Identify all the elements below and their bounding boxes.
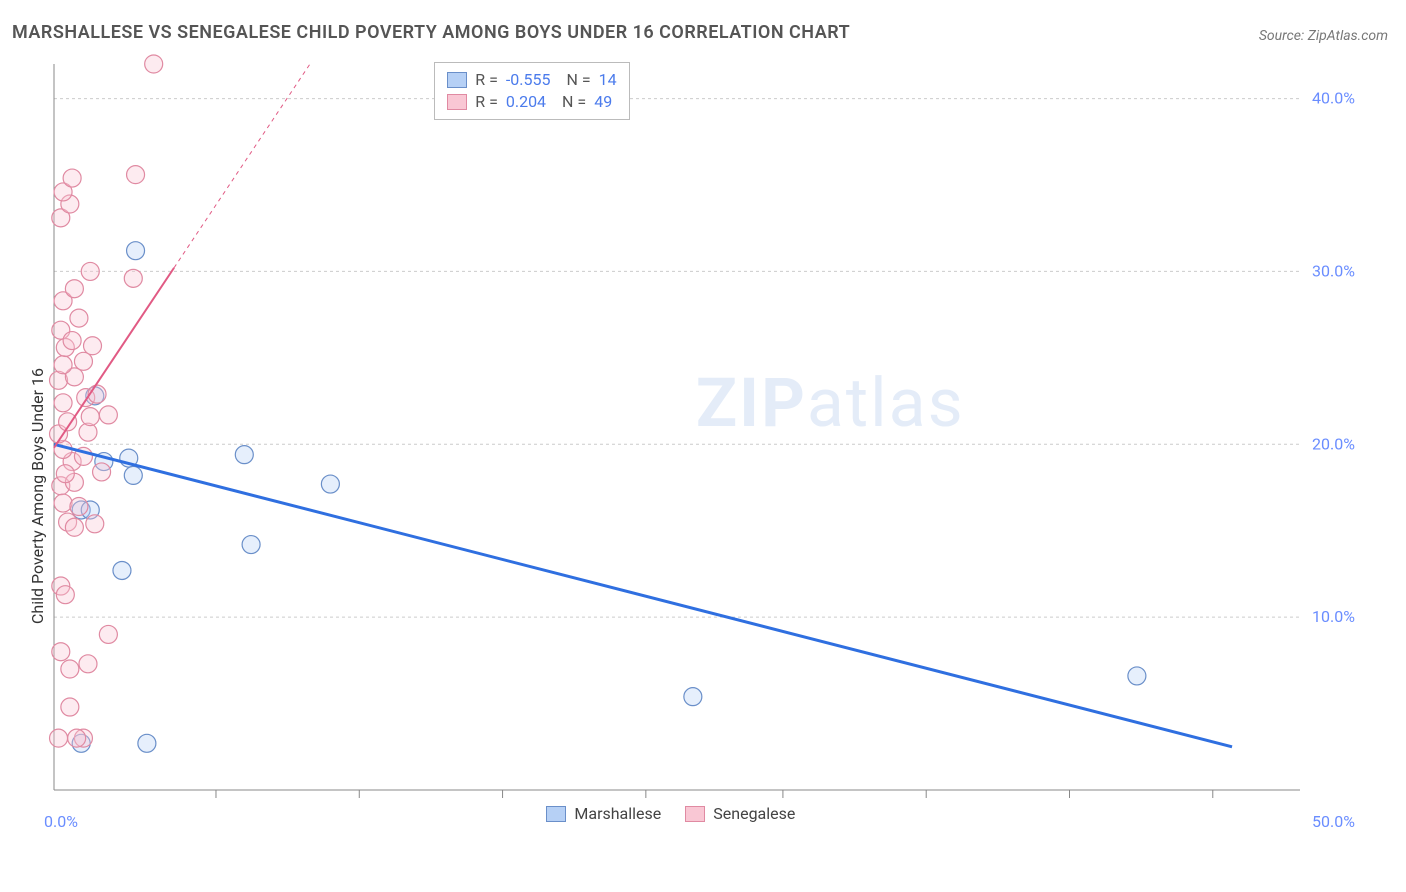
data-point xyxy=(63,169,81,187)
n-value: 49 xyxy=(594,91,612,113)
r-value: -0.555 xyxy=(506,69,551,91)
x-min-label: 0.0% xyxy=(44,812,78,831)
r-value: 0.204 xyxy=(506,91,546,113)
source-name: ZipAtlas.com xyxy=(1308,28,1388,44)
data-point xyxy=(74,352,92,370)
y-tick-label: 10.0% xyxy=(1312,607,1355,626)
n-label: N = xyxy=(566,69,590,91)
n-label: N = xyxy=(562,91,586,113)
data-point xyxy=(81,262,99,280)
data-point xyxy=(235,446,253,464)
data-point xyxy=(113,561,131,579)
data-point xyxy=(79,655,97,673)
data-point xyxy=(84,337,102,355)
data-point xyxy=(93,463,111,481)
y-tick-label: 30.0% xyxy=(1312,261,1355,280)
legend-swatch xyxy=(685,806,705,822)
y-tick-label: 20.0% xyxy=(1312,434,1355,453)
data-point xyxy=(242,536,260,554)
x-max-label: 50.0% xyxy=(1312,812,1355,831)
legend-swatch xyxy=(447,94,467,110)
data-point xyxy=(52,643,70,661)
data-point xyxy=(70,498,88,516)
r-label: R = xyxy=(475,69,498,91)
data-point xyxy=(99,625,117,643)
data-point xyxy=(50,729,68,747)
series-legend-item: Marshallese xyxy=(546,804,661,823)
data-point xyxy=(127,166,145,184)
n-value: 14 xyxy=(599,69,617,91)
data-point xyxy=(56,586,74,604)
data-point xyxy=(124,466,142,484)
series-legend: Marshallese Senegalese xyxy=(546,804,795,823)
data-point xyxy=(54,356,72,374)
data-point xyxy=(56,465,74,483)
y-axis-label: Child Poverty Among Boys Under 16 xyxy=(28,368,47,624)
source-attribution: Source: ZipAtlas.com xyxy=(1259,28,1388,44)
legend-swatch xyxy=(546,806,566,822)
data-point xyxy=(124,269,142,287)
stats-legend-row: R = -0.555 N = 14 xyxy=(447,69,616,91)
data-point xyxy=(61,660,79,678)
stats-legend: R = -0.555 N = 14 R = 0.204 N = 49 xyxy=(434,62,629,120)
data-point xyxy=(68,729,86,747)
chart-title: MARSHALLESE VS SENEGALESE CHILD POVERTY … xyxy=(12,22,850,43)
data-point xyxy=(321,475,339,493)
data-point xyxy=(54,394,72,412)
data-point xyxy=(70,309,88,327)
series-legend-label: Marshallese xyxy=(574,804,661,823)
scatter-plot: 10.0% 20.0% 30.0% 40.0% xyxy=(48,58,1390,810)
data-point xyxy=(684,688,702,706)
data-point xyxy=(65,518,83,536)
data-point xyxy=(99,406,117,424)
data-point xyxy=(61,698,79,716)
series-legend-item: Senegalese xyxy=(685,804,795,823)
data-point xyxy=(54,494,72,512)
legend-swatch xyxy=(447,72,467,88)
data-point xyxy=(1128,667,1146,685)
data-point xyxy=(127,242,145,260)
trend-line-extrapolated xyxy=(174,64,310,268)
y-tick-label: 40.0% xyxy=(1312,89,1355,108)
data-point xyxy=(81,408,99,426)
source-label: Source: xyxy=(1259,28,1308,44)
data-point xyxy=(65,280,83,298)
data-point xyxy=(138,734,156,752)
r-label: R = xyxy=(475,91,498,113)
data-point xyxy=(63,332,81,350)
stats-legend-row: R = 0.204 N = 49 xyxy=(447,91,616,113)
trend-line xyxy=(54,444,1232,747)
series-legend-label: Senegalese xyxy=(713,804,795,823)
data-point xyxy=(86,515,104,533)
data-point xyxy=(145,55,163,73)
